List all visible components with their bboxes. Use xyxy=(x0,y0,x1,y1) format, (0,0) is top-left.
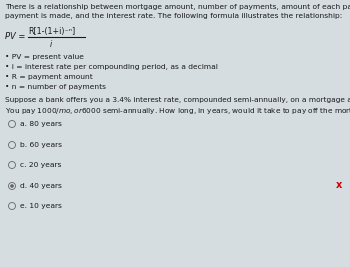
Text: b. 60 years: b. 60 years xyxy=(20,142,62,148)
Text: • PV = present value: • PV = present value xyxy=(5,54,84,60)
Text: x: x xyxy=(336,180,342,190)
Text: Suppose a bank offers you a 3.4% interest rate, compounded semi-annually, on a m: Suppose a bank offers you a 3.4% interes… xyxy=(5,97,350,103)
Text: e. 10 years: e. 10 years xyxy=(20,203,62,209)
Text: There is a relationship between mortgage amount, number of payments, amount of e: There is a relationship between mortgage… xyxy=(5,4,350,10)
Text: You pay $1000/mo, or $6000 semi-annually. How long, in years, would it take to p: You pay $1000/mo, or $6000 semi-annually… xyxy=(5,106,350,116)
Text: i: i xyxy=(50,40,52,49)
Text: c. 20 years: c. 20 years xyxy=(20,162,61,168)
Text: R[1-(1+i)⁻ⁿ]: R[1-(1+i)⁻ⁿ] xyxy=(28,27,75,36)
Text: PV =: PV = xyxy=(5,32,25,41)
Text: • i = interest rate per compounding period, as a decimal: • i = interest rate per compounding peri… xyxy=(5,64,218,70)
Text: payment is made, and the interest rate. The following formula illustrates the re: payment is made, and the interest rate. … xyxy=(5,13,342,19)
Text: • n = number of payments: • n = number of payments xyxy=(5,84,106,90)
Text: a. 80 years: a. 80 years xyxy=(20,121,62,127)
Circle shape xyxy=(10,184,14,187)
Text: • R = payment amount: • R = payment amount xyxy=(5,74,93,80)
Text: d. 40 years: d. 40 years xyxy=(20,183,62,189)
